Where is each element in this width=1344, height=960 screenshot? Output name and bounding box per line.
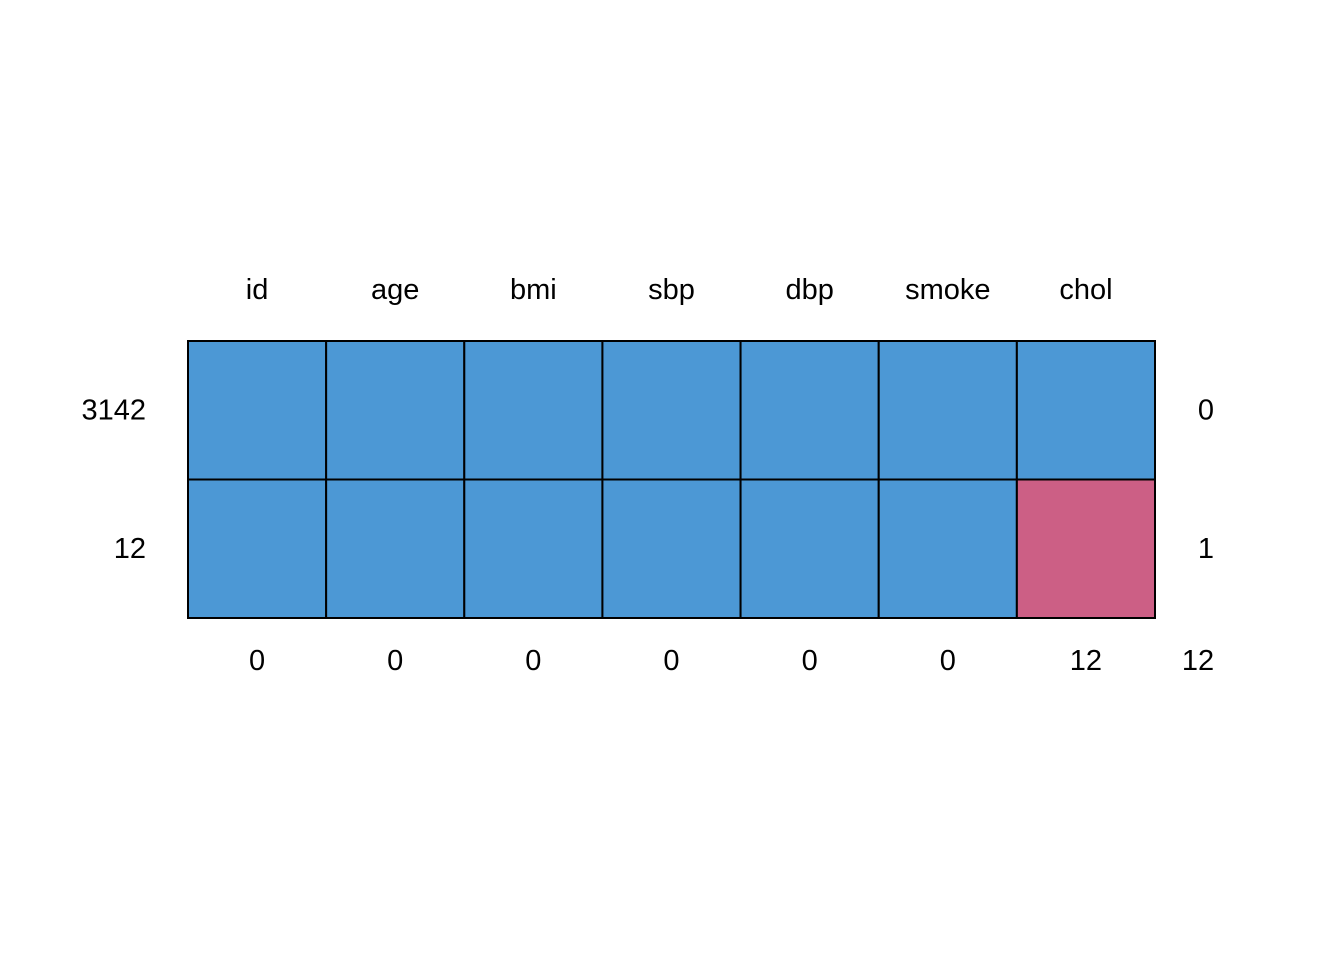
column-label-chol: chol [1059, 274, 1112, 306]
column-missing-total-id: 0 [249, 645, 265, 677]
cell-age-row1-observed [325, 340, 466, 481]
cell-chol-row2-missing [1015, 478, 1156, 619]
pattern-cells [187, 340, 1156, 619]
cell-dbp-row1-observed [739, 340, 880, 481]
column-label-dbp: dbp [785, 274, 833, 306]
row-missing-count-labels: 01 [1198, 394, 1214, 565]
row-missing-count-label: 1 [1198, 533, 1214, 565]
row-count-label: 12 [114, 533, 146, 565]
column-missing-total-age: 0 [387, 645, 403, 677]
cell-bmi-row1-observed [463, 340, 604, 481]
cell-age-row2-observed [325, 478, 466, 619]
cell-chol-row1-observed [1015, 340, 1156, 481]
row-count-label: 3142 [81, 394, 146, 426]
cell-id-row2-observed [187, 478, 328, 619]
column-missing-total-labels: 0 0 0 0 0 0 12 [249, 645, 1102, 677]
column-label-age: age [371, 274, 419, 306]
column-label-id: id [246, 274, 269, 306]
column-label-bmi: bmi [510, 274, 557, 306]
cell-sbp-row2-observed [601, 478, 742, 619]
cell-sbp-row1-observed [601, 340, 742, 481]
cell-bmi-row2-observed [463, 478, 604, 619]
column-missing-total-dbp: 0 [802, 645, 818, 677]
cell-dbp-row2-observed [739, 478, 880, 619]
column-label-smoke: smoke [905, 274, 990, 306]
total-missing-label: 12 [1182, 645, 1214, 677]
cell-smoke-row1-observed [877, 340, 1018, 481]
column-missing-total-bmi: 0 [525, 645, 541, 677]
column-labels: id age bmi sbp dbp smoke chol [246, 274, 1113, 306]
column-missing-total-chol: 12 [1070, 645, 1102, 677]
cell-id-row1-observed [187, 340, 328, 481]
cell-smoke-row2-observed [877, 478, 1018, 619]
row-count-labels: 3142 12 [81, 394, 146, 565]
column-missing-total-smoke: 0 [940, 645, 956, 677]
row-missing-count-label: 0 [1198, 394, 1214, 426]
column-missing-total-sbp: 0 [663, 645, 679, 677]
column-label-sbp: sbp [648, 274, 695, 306]
